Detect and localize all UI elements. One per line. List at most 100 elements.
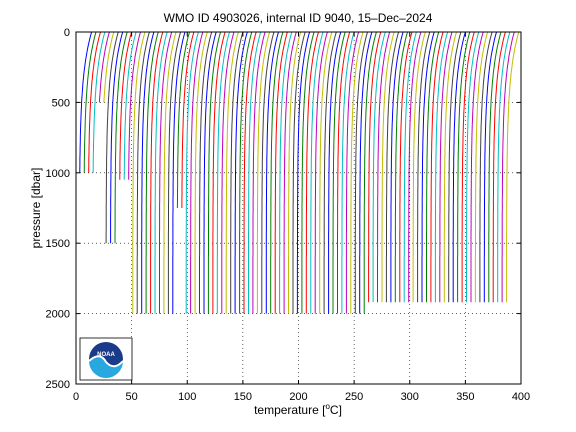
- y-axis-ticks: 0 500 1000 1500 2000 2500: [46, 27, 521, 391]
- temperature-profile-line: [123, 31, 137, 180]
- temperature-profile-line: [488, 31, 502, 303]
- temperature-profile-line: [172, 31, 186, 314]
- temperature-profile-line: [119, 31, 133, 180]
- temperature-profile-line: [363, 31, 377, 314]
- y-tick-label: 1000: [46, 168, 70, 180]
- temperature-profile-line: [359, 31, 373, 314]
- y-tick-label: 2500: [46, 379, 70, 391]
- temperature-profile-line: [274, 31, 288, 314]
- y-tick-label: 500: [52, 97, 70, 109]
- temperature-profile-line: [443, 31, 457, 303]
- temperature-profile-line: [354, 31, 368, 314]
- x-tick-label: 100: [178, 391, 196, 403]
- temperature-profile-line: [412, 31, 426, 303]
- logo-wave: [89, 356, 123, 378]
- temperature-profile-line: [207, 31, 222, 314]
- temperature-profile-line: [252, 31, 266, 314]
- x-tick-label: 300: [401, 391, 419, 403]
- temperature-profile-line: [261, 31, 275, 314]
- temperature-profile-line: [457, 31, 471, 303]
- profile-lines: [79, 31, 520, 314]
- temperature-profile-line: [283, 31, 297, 314]
- temperature-profile-line: [461, 31, 475, 303]
- temperature-profile-line: [176, 31, 190, 208]
- temperature-profile-line: [279, 31, 293, 314]
- temperature-profile-line: [296, 31, 311, 314]
- temperature-profile-line: [394, 31, 408, 303]
- temperature-profile-line: [212, 31, 226, 314]
- temperature-profile-line: [105, 31, 119, 244]
- y-axis-label: pressure [dbar]: [29, 168, 43, 249]
- logo-wave-edge: [88, 355, 124, 368]
- x-axis-label-degree: o: [325, 402, 330, 411]
- temperature-profile-line: [377, 31, 391, 303]
- x-tick-label: 200: [289, 391, 307, 403]
- temperature-profile-line: [417, 31, 431, 303]
- x-tick-label: 50: [126, 391, 138, 403]
- x-tick-label: 250: [345, 391, 363, 403]
- temperature-profile-line: [132, 31, 146, 314]
- temperature-profile-line: [163, 31, 177, 314]
- temperature-profile-line: [466, 31, 480, 303]
- temperature-profile-line: [194, 31, 208, 314]
- temperature-profile-line: [421, 31, 435, 303]
- temperature-profile-line: [341, 31, 355, 314]
- temperature-profile-line: [403, 31, 417, 303]
- x-axis-label: temperature [oC]: [254, 402, 342, 417]
- temperature-profile-line: [181, 31, 195, 208]
- temperature-profile-line: [497, 31, 511, 303]
- x-tick-label: 0: [73, 391, 79, 403]
- y-tick-label: 2000: [46, 309, 70, 321]
- temperature-profile-line: [203, 31, 217, 314]
- temperature-profile-line: [501, 31, 515, 303]
- temperature-profile-line: [83, 31, 97, 173]
- temperature-profile-line: [328, 31, 342, 314]
- x-tick-label: 400: [512, 391, 530, 403]
- temperature-profile-line: [310, 31, 324, 314]
- temperature-profile-line: [474, 31, 489, 303]
- temperature-profile-line: [399, 31, 413, 303]
- temperature-profile-line: [270, 31, 284, 314]
- temperature-profile-line: [141, 31, 155, 314]
- x-tick-label: 350: [456, 391, 474, 403]
- temperature-profile-line: [492, 31, 506, 303]
- temperature-profile-line: [79, 31, 93, 173]
- temperature-profile-line: [150, 31, 164, 314]
- temperature-profile-line: [154, 31, 168, 314]
- temperature-profile-line: [103, 31, 115, 103]
- temperature-profile-line: [372, 31, 386, 303]
- temperature-profile-line: [470, 31, 484, 303]
- temperature-profile-line: [319, 31, 333, 314]
- temperature-profile-line: [185, 31, 199, 314]
- plot-area: NOAA 0 50 100 150 200 250 300 350 400 0 500 1000 15…: [46, 27, 531, 403]
- temperature-profile-line: [234, 31, 248, 314]
- temperature-profile-line: [190, 31, 204, 314]
- chart-title: WMO ID 4903026, internal ID 9040, 15–Dec…: [164, 11, 433, 25]
- temperature-profile-line: [483, 31, 497, 303]
- x-axis-label-unit: C]: [330, 403, 342, 417]
- temperature-profile-line: [479, 31, 493, 303]
- temperature-profile-line: [92, 31, 106, 173]
- temperature-profile-line: [288, 31, 302, 314]
- temperature-profile-line: [98, 31, 110, 103]
- temperature-profile-line: [368, 31, 382, 303]
- temperature-profile-line: [145, 31, 159, 314]
- temperature-profile-line: [337, 31, 351, 314]
- temperature-profile-line: [350, 31, 364, 314]
- temperature-profile-line: [199, 31, 213, 314]
- temperature-profile-line: [305, 31, 319, 314]
- temperature-profile-line: [216, 31, 230, 314]
- temperature-profile-line: [323, 31, 337, 314]
- temperature-profile-line: [221, 31, 235, 314]
- temperature-profile-line: [448, 31, 462, 303]
- temperature-profile-line: [390, 31, 404, 303]
- temperature-profile-line: [256, 31, 271, 314]
- temperature-profile-line: [345, 31, 360, 314]
- x-axis-label-main: temperature [: [254, 403, 326, 417]
- temperature-profile-line: [114, 31, 128, 244]
- temperature-profile-line: [230, 31, 244, 314]
- temperature-profile-line: [452, 31, 466, 303]
- y-tick-label: 0: [64, 27, 70, 39]
- temperature-profile-line: [136, 31, 150, 314]
